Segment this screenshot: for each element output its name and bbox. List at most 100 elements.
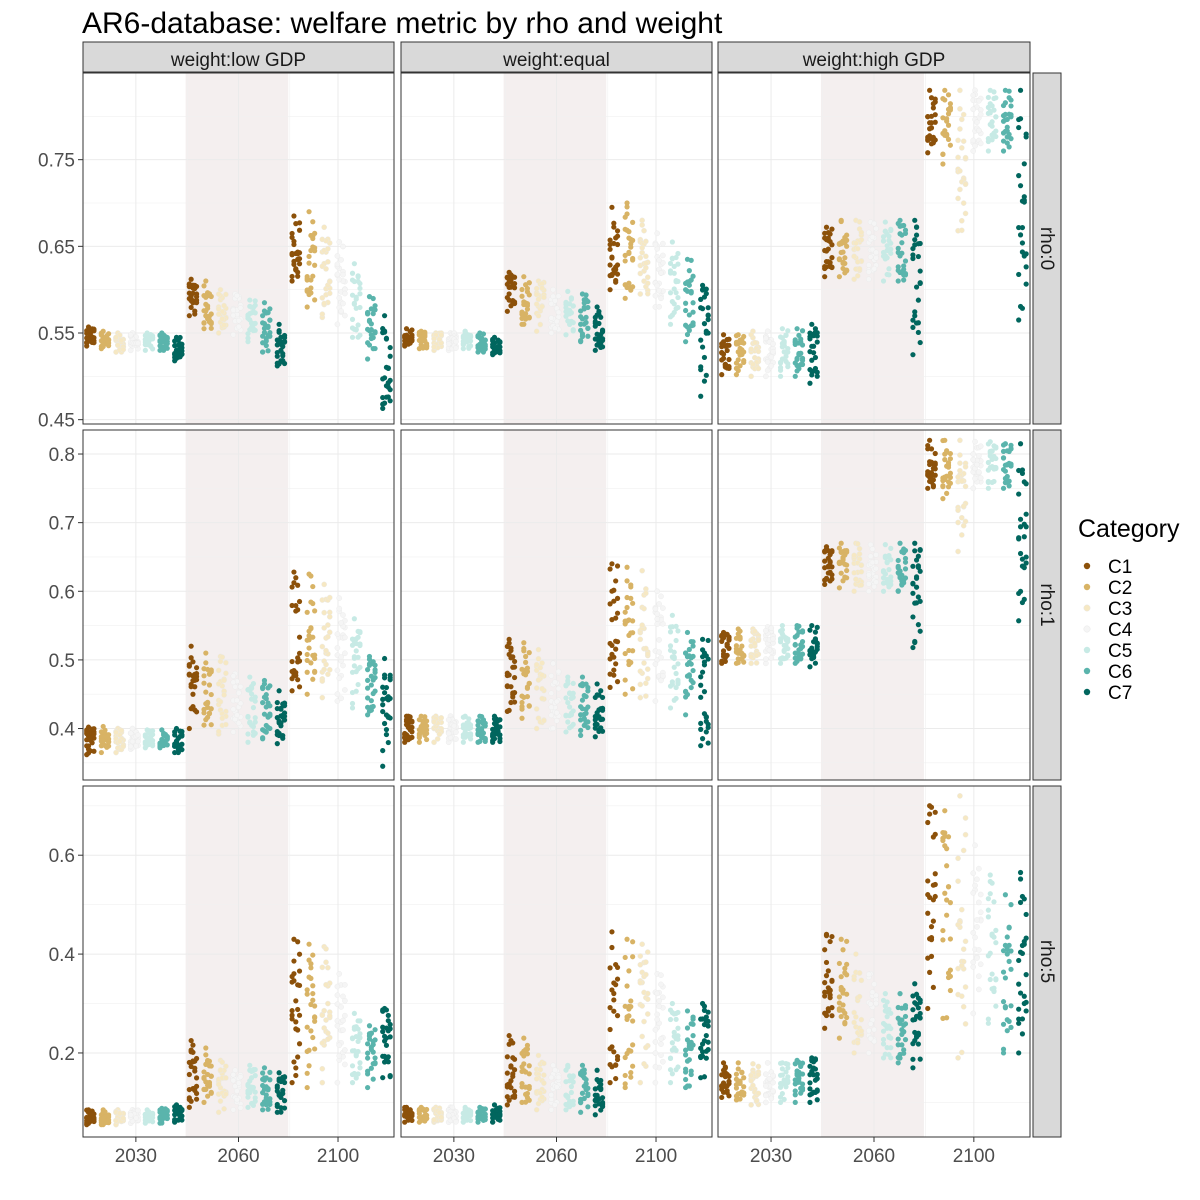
data-point [308,599,314,605]
data-point [844,1014,850,1021]
data-point [422,714,428,720]
data-point [585,688,591,694]
data-point [829,549,835,555]
data-point [289,230,295,237]
data-point [683,1076,689,1083]
data-point [902,575,909,581]
data-point [611,587,617,593]
data-point [190,1042,196,1048]
data-point [925,819,931,826]
data-point [192,674,198,680]
data-point [497,339,503,345]
data-point [792,1099,798,1105]
data-point [247,303,253,309]
data-point [658,270,664,276]
data-point [548,690,555,697]
data-point [643,590,649,597]
data-point [654,990,661,997]
data-point [940,937,946,943]
data-point [683,694,689,700]
data-point [235,1080,242,1086]
data-point [739,339,745,346]
data-point [915,563,921,569]
data-point [726,635,732,641]
data-point [519,706,525,712]
data-point [957,106,963,112]
data-point [323,266,329,272]
data-point [1021,534,1027,540]
data-point [699,282,706,288]
data-point [353,327,359,333]
data-point [380,1008,386,1014]
data-point [368,1044,374,1050]
data-point [814,641,820,647]
data-point [614,262,621,268]
data-point [957,437,963,444]
data-point [654,230,661,237]
data-point [149,335,156,341]
data-point [230,1077,237,1084]
data-point [858,582,865,588]
data-point [351,663,357,669]
data-point [245,331,251,337]
data-point [783,332,789,338]
data-point [940,496,946,502]
data-point [763,1099,769,1106]
data-point [162,333,169,340]
data-point [1019,599,1026,606]
data-point [705,1023,711,1029]
data-point [669,255,675,261]
data-point [281,338,288,345]
data-point [652,241,659,248]
data-point [880,1036,887,1043]
data-point [351,655,357,661]
data-point [822,947,828,953]
data-point [365,1050,371,1056]
data-point [497,350,503,356]
data-point [533,706,540,712]
data-point [230,679,237,686]
data-point [533,725,540,732]
data-point [792,360,798,366]
data-point [321,581,327,588]
data-point [867,1021,874,1027]
data-point [217,1067,224,1073]
data-point [613,646,619,652]
data-point [552,679,558,685]
data-point [609,617,615,623]
data-point [823,248,830,254]
data-point [675,677,681,683]
data-point [355,322,361,328]
data-point [552,1101,558,1108]
data-point [637,1079,644,1086]
data-point [812,660,819,666]
data-point [326,290,333,297]
data-point [719,350,725,356]
data-point [325,964,331,971]
data-point [338,654,344,660]
data-point [353,648,359,654]
data-point [293,1019,299,1025]
data-point [842,574,848,580]
data-point [599,1103,606,1110]
data-point [799,355,806,361]
data-point [880,1041,887,1047]
data-point [630,686,636,692]
data-point [550,660,556,667]
data-point [823,959,830,966]
data-point [858,562,865,569]
data-point [942,890,948,896]
data-point [684,288,691,294]
data-point [276,329,282,335]
data-point [993,114,999,120]
data-point [1000,102,1007,109]
data-point [387,344,393,351]
data-point [622,258,628,264]
data-point [342,1047,348,1053]
data-point [142,741,148,747]
data-point [985,479,991,486]
data-point [809,357,815,363]
data-point [304,1048,310,1055]
data-point [630,1018,636,1024]
data-point [336,1053,343,1059]
